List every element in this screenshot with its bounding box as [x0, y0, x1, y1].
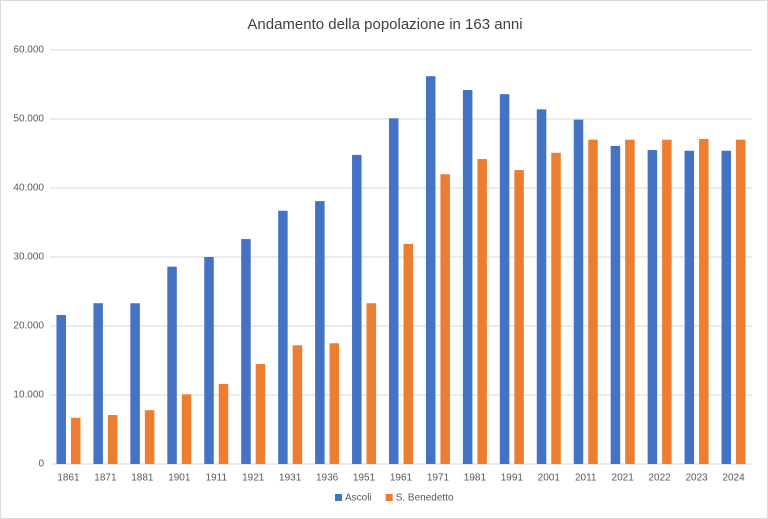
x-tick-label: 2024: [722, 473, 745, 484]
x-tick-label: 1961: [390, 473, 413, 484]
bar: [352, 154, 362, 464]
bar: [425, 76, 436, 464]
bar: [389, 118, 399, 464]
x-tick-label: 2001: [538, 473, 561, 484]
bar: [699, 139, 709, 464]
bar: [610, 145, 621, 464]
bar: [130, 303, 140, 464]
bar: [684, 150, 695, 465]
bar: [499, 94, 510, 464]
bar: [573, 119, 584, 464]
x-tick-label: 1861: [57, 473, 80, 484]
x-tick-label: 2023: [685, 473, 708, 484]
legend-label: Ascoli: [345, 493, 372, 504]
x-tick-label: 1936: [316, 473, 339, 484]
bar: [181, 394, 192, 464]
y-tick-label: 10.000: [13, 390, 44, 401]
x-tick-label: 1881: [131, 473, 154, 484]
bar: [721, 150, 732, 465]
x-tick-label: 1911: [206, 473, 228, 484]
x-tick-label: 1921: [242, 473, 265, 484]
legend-swatch: [335, 494, 342, 501]
bar: [477, 159, 487, 464]
bar: [329, 343, 340, 464]
bar: [70, 417, 81, 464]
x-tick-label: 1901: [168, 473, 191, 484]
bar: [292, 345, 303, 464]
bar: [462, 90, 473, 465]
bar: [662, 139, 672, 464]
y-tick-label: 40.000: [13, 183, 44, 194]
x-tick-label: 1931: [279, 473, 302, 484]
bar: [56, 314, 66, 464]
x-tick-label: 1971: [427, 473, 450, 484]
bar: [403, 243, 413, 464]
bar: [647, 150, 658, 465]
bar: [144, 410, 155, 464]
bar: [536, 109, 547, 464]
x-tick-label: 1991: [501, 473, 524, 484]
bar: [514, 170, 524, 464]
bar: [625, 139, 635, 464]
bar: [167, 266, 177, 464]
bar: [278, 210, 288, 464]
bar: [255, 363, 266, 464]
legend-swatch: [385, 494, 393, 501]
bar: [241, 239, 251, 464]
bar: [107, 415, 118, 464]
x-tick-label: 1981: [464, 473, 487, 484]
y-tick-label: 20.000: [13, 321, 44, 332]
bar: [366, 303, 377, 464]
y-tick-label: 30.000: [13, 252, 44, 263]
bar: [588, 139, 598, 464]
bar: [204, 257, 214, 464]
bar: [551, 152, 561, 464]
bar: [736, 139, 746, 464]
y-tick-label: 60.000: [13, 45, 44, 56]
bar: [315, 201, 325, 465]
legend-label: S. Benedetto: [396, 493, 454, 504]
bar: [440, 174, 450, 464]
bar: [218, 383, 229, 464]
chart-title: Andamento della popolazione in 163 anni: [247, 16, 522, 33]
x-tick-label: 2011: [575, 473, 597, 484]
y-tick-label: 0: [38, 459, 44, 470]
x-tick-label: 1951: [353, 473, 376, 484]
x-tick-label: 1871: [94, 473, 117, 484]
x-tick-label: 2021: [612, 473, 635, 484]
y-tick-label: 50.000: [13, 114, 44, 125]
bar: [93, 303, 103, 464]
x-tick-label: 2022: [649, 473, 672, 484]
